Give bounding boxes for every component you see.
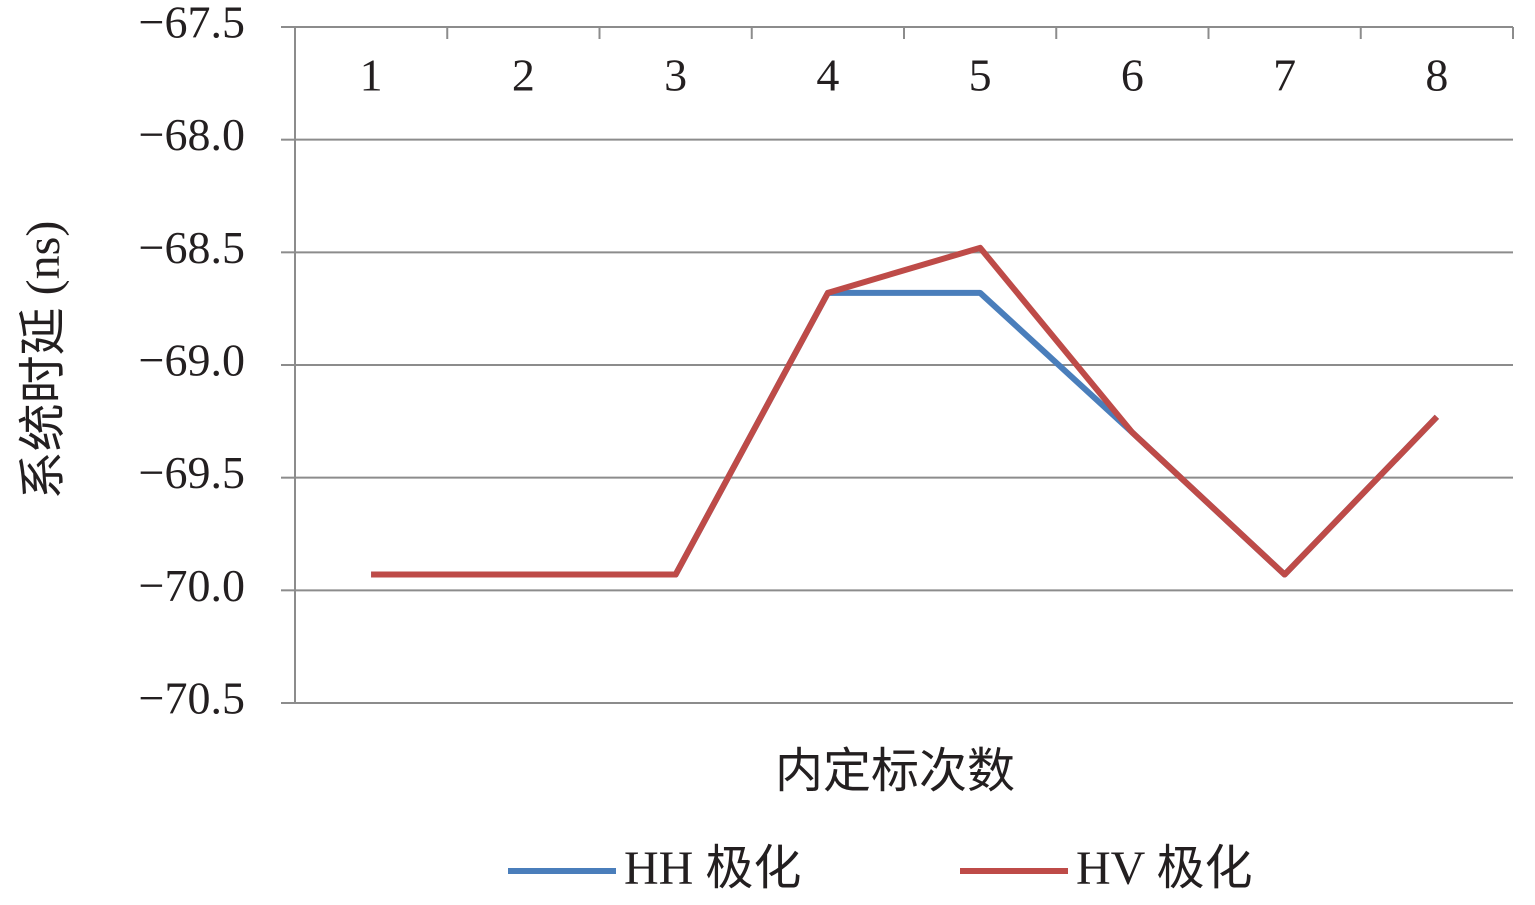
series-line bbox=[371, 289, 1440, 578]
x-tick-label: 5 bbox=[969, 50, 992, 101]
x-tick-label: 4 bbox=[816, 50, 839, 101]
x-tick-label: 1 bbox=[360, 50, 383, 101]
x-tick-label: 3 bbox=[664, 50, 687, 101]
x-tick-label: 7 bbox=[1273, 50, 1296, 101]
y-tick-label: −67.5 bbox=[139, 0, 245, 48]
series-line bbox=[371, 244, 1440, 578]
y-tick-label: −70.5 bbox=[139, 673, 245, 724]
y-tick-label: −70.0 bbox=[139, 560, 245, 611]
x-axis-title: 内定标次数 bbox=[775, 745, 1015, 798]
y-tick-label: −68.0 bbox=[139, 109, 245, 160]
x-tick-label: 2 bbox=[512, 50, 535, 101]
y-tick-label: −69.5 bbox=[139, 447, 245, 498]
legend-label: HH 极化 bbox=[624, 842, 801, 895]
x-tick-label: 6 bbox=[1121, 50, 1144, 101]
y-tick-label: −68.5 bbox=[139, 222, 245, 273]
legend-label: HV 极化 bbox=[1076, 842, 1252, 895]
y-tick-label: −69.0 bbox=[139, 335, 245, 386]
x-tick-label: 8 bbox=[1425, 50, 1448, 101]
y-axis-title: 系统时延 (ns) bbox=[17, 221, 70, 500]
